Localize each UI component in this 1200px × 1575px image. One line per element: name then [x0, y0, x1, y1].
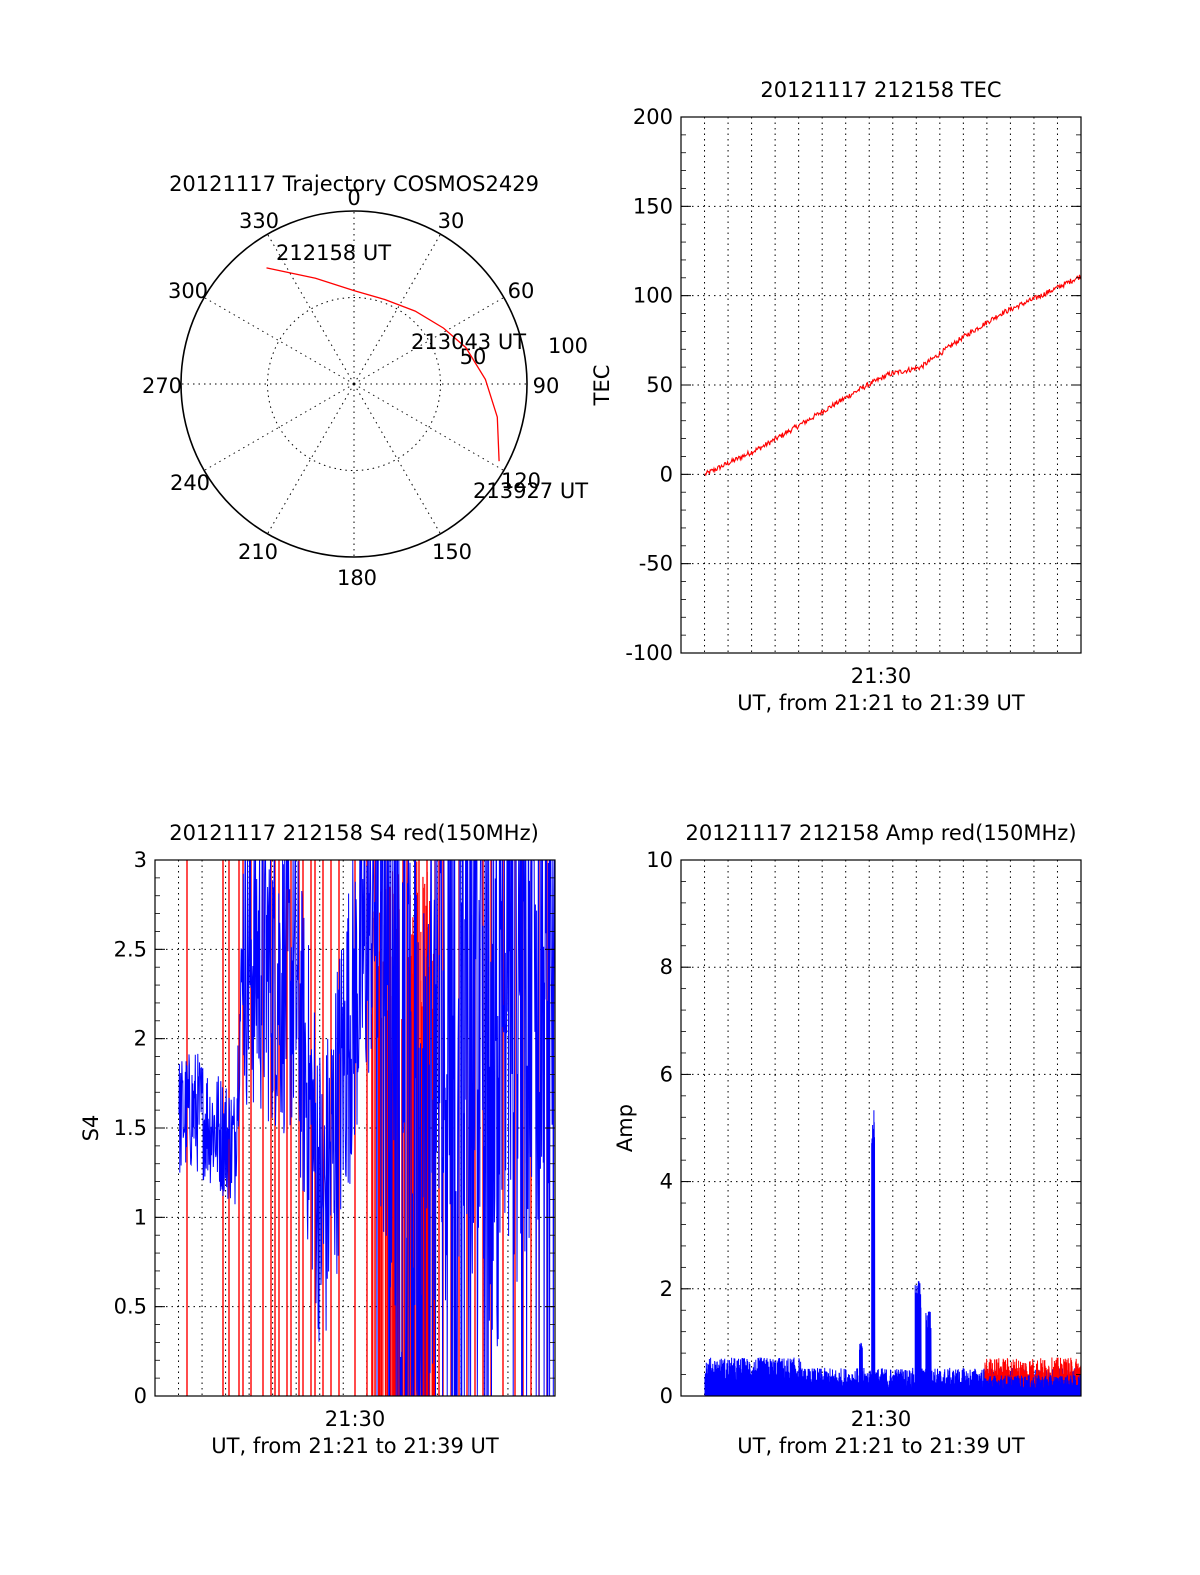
polar-azimuth-label: 180 — [337, 566, 377, 590]
polar-azimuth-label: 210 — [238, 540, 278, 564]
polar-radial-label: 100 — [548, 334, 588, 358]
s4-blue-line — [178, 860, 555, 1396]
tec-series-line — [704, 274, 1082, 477]
trajectory-time-label: 213043 UT — [411, 330, 526, 354]
s4-panel: 20121117 212158 S4 red(150MHz) 0 0.5 1 1.5 2… — [79, 821, 556, 1458]
tec-ytick-label: 150 — [633, 194, 673, 218]
s4-ytick-label: 3 — [134, 848, 147, 872]
tec-ytick-label: -100 — [625, 641, 673, 665]
polar-spoke — [267, 383, 355, 535]
tec-ytick-label: 100 — [633, 284, 673, 308]
s4-ytick-label: 2.5 — [114, 937, 147, 961]
tec-ytick-label: 50 — [646, 373, 673, 397]
polar-spoke — [353, 383, 505, 471]
s4-ytick-label: 2 — [134, 1027, 147, 1051]
polar-azimuth-label: 330 — [239, 209, 279, 233]
amp-panel: 20121117 212158 Amp red(150MHz) 0246810 … — [613, 821, 1082, 1458]
amp-ytick-label: 2 — [660, 1277, 673, 1301]
polar-azimuth-label: 120 — [501, 469, 541, 493]
polar-azimuth-label: 270 — [142, 374, 182, 398]
tec-plot-frame — [680, 116, 1082, 654]
polar-spoke — [203, 297, 355, 385]
polar-radial-label: 50 — [460, 345, 487, 369]
tec-title: 20121117 212158 TEC — [760, 78, 1001, 102]
s4-ytick-label: 0.5 — [114, 1295, 147, 1319]
trajectory-line — [266, 267, 500, 462]
polar-outer-circle — [180, 210, 528, 558]
amp-xtick-label: 21:30 — [851, 1407, 912, 1431]
amp-ytick-label: 10 — [646, 848, 673, 872]
polar-azimuth-label: 240 — [170, 471, 210, 495]
amp-ytick-label: 6 — [660, 1062, 673, 1086]
polar-spoke — [353, 383, 441, 535]
amp-ytick-label: 8 — [660, 955, 673, 979]
tec-panel: 20121117 212158 TEC -100-50050100150200 … — [590, 78, 1082, 715]
s4-series-group — [178, 860, 555, 1396]
s4-ytick-label: 1 — [134, 1205, 147, 1229]
amp-blue-line — [984, 1375, 1082, 1397]
amp-ytick-label: 4 — [660, 1170, 673, 1194]
s4-title: 20121117 212158 S4 red(150MHz) — [169, 821, 539, 845]
amp-blue-line — [704, 1110, 1082, 1397]
polar-spoke — [267, 233, 355, 385]
polar-trajectory-panel: 20121117 Trajectory COSMOS2429 0 30 60 90 12… — [142, 172, 588, 590]
tec-ytick-label: 0 — [660, 462, 673, 486]
polar-azimuth-label: 150 — [432, 540, 472, 564]
tec-xtick-label: 21:30 — [851, 664, 912, 688]
s4-ytick-label: 1.5 — [114, 1116, 147, 1140]
polar-azimuth-label: 90 — [533, 374, 560, 398]
tec-ytick-label: -50 — [639, 552, 673, 576]
polar-spoke — [353, 297, 505, 385]
amp-plot-frame — [680, 859, 1082, 1397]
tec-ylabel: TEC — [590, 365, 614, 407]
polar-grid-circle — [267, 297, 441, 471]
tec-xlabel: UT, from 21:21 to 21:39 UT — [737, 691, 1025, 715]
polar-spoke — [353, 233, 441, 385]
amp-ytick-label: 0 — [660, 1384, 673, 1408]
polar-spoke — [203, 383, 355, 471]
s4-ytick-label: 0 — [134, 1384, 147, 1408]
polar-title: 20121117 Trajectory COSMOS2429 — [169, 172, 539, 196]
polar-azimuth-label: 300 — [168, 279, 208, 303]
polar-azimuth-label: 0 — [347, 186, 360, 210]
s4-xlabel: UT, from 21:21 to 21:39 UT — [211, 1434, 499, 1458]
amp-ylabel: Amp — [613, 1104, 637, 1152]
trajectory-time-label: 212158 UT — [276, 241, 391, 265]
trajectory-time-label: 213927 UT — [473, 479, 588, 503]
amp-xlabel: UT, from 21:21 to 21:39 UT — [737, 1434, 1025, 1458]
s4-ylabel: S4 — [79, 1115, 103, 1142]
amp-title: 20121117 212158 Amp red(150MHz) — [685, 821, 1076, 845]
polar-azimuth-label: 60 — [508, 279, 535, 303]
tec-ytick-label: 200 — [633, 105, 673, 129]
s4-xtick-label: 21:30 — [325, 1407, 386, 1431]
polar-azimuth-label: 30 — [438, 209, 465, 233]
